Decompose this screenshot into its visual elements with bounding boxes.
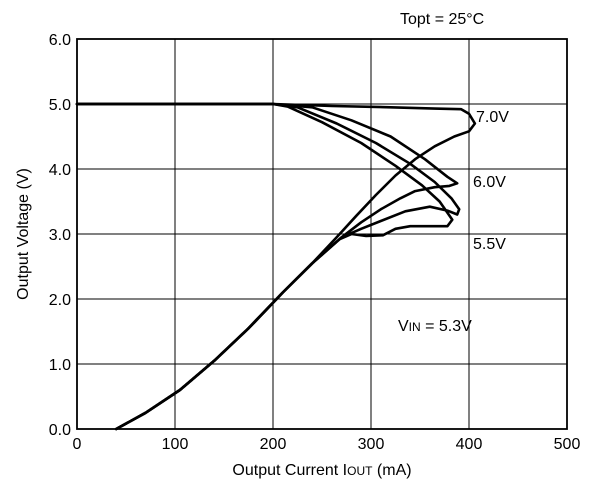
curves bbox=[75, 102, 477, 431]
x-axis-title-unit: (mA) bbox=[372, 462, 411, 479]
condition-label: Topt = 25°C bbox=[400, 11, 484, 28]
x-tick-label: 100 bbox=[162, 436, 189, 453]
y-axis-title: Output Voltage (V) bbox=[15, 168, 32, 300]
x-tick-label: 300 bbox=[358, 436, 385, 453]
vin-label-sub: IN bbox=[409, 320, 421, 334]
series-label-7v: 7.0V bbox=[476, 109, 509, 126]
vin-label-main: V bbox=[398, 318, 409, 335]
y-tick-labels: 0.0 1.0 2.0 3.0 4.0 5.0 6.0 bbox=[49, 32, 71, 439]
y-tick-label: 2.0 bbox=[49, 292, 71, 309]
y-tick-label: 3.0 bbox=[49, 227, 71, 244]
vin-label: VIN = 5.3V bbox=[398, 318, 472, 335]
y-tick-label: 5.0 bbox=[49, 97, 71, 114]
x-tick-label: 200 bbox=[260, 436, 287, 453]
x-tick-label: 400 bbox=[456, 436, 483, 453]
x-axis-title-main: Output Current I bbox=[232, 462, 347, 479]
x-tick-label: 500 bbox=[554, 436, 581, 453]
series-label-5-5v: 5.5V bbox=[473, 236, 506, 253]
x-axis-title: Output Current IOUT (mA) bbox=[232, 462, 411, 479]
x-tick-label: 0 bbox=[73, 436, 82, 453]
y-tick-label: 4.0 bbox=[49, 162, 71, 179]
plot-frame bbox=[76, 38, 568, 430]
series-line-3 bbox=[75, 102, 454, 431]
x-axis-title-sub: OUT bbox=[347, 464, 373, 478]
series-label-6v: 6.0V bbox=[473, 174, 506, 191]
y-tick-label: 1.0 bbox=[49, 357, 71, 374]
y-tick-label: 6.0 bbox=[49, 32, 71, 49]
x-tick-labels: 0 100 200 300 400 500 bbox=[73, 436, 581, 453]
y-tick-label: 0.0 bbox=[49, 422, 71, 439]
vin-label-rest: = 5.3V bbox=[421, 318, 472, 335]
